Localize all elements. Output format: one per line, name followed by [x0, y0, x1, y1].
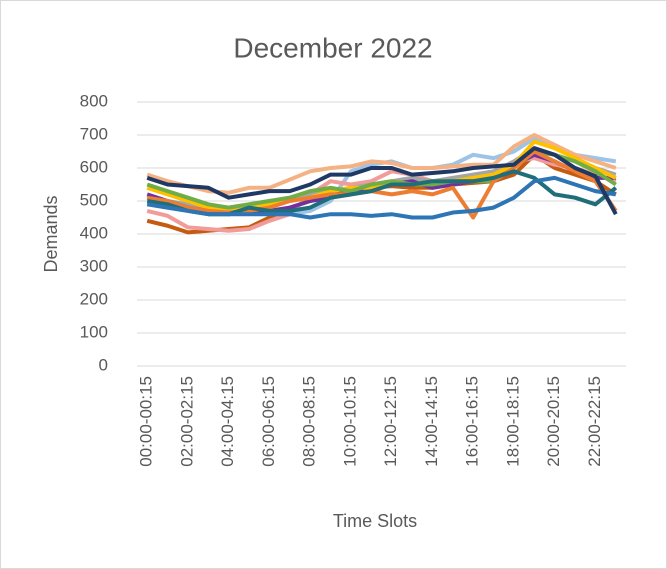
- y-tick-label: 300: [80, 256, 108, 275]
- x-tick-label: 02:00-02:15: [177, 376, 196, 467]
- x-tick-label: 18:00-18:15: [503, 376, 522, 467]
- x-tick-label: 04:00-04:15: [218, 376, 237, 467]
- x-tick-label: 10:00-10:15: [340, 376, 359, 467]
- x-tick-label: 22:00-22:15: [585, 376, 604, 467]
- chart-title: December 2022: [233, 32, 432, 63]
- y-tick-label: 200: [80, 289, 108, 308]
- x-tick-label: 00:00-00:15: [137, 376, 156, 467]
- y-tick-label: 600: [80, 157, 108, 176]
- y-axis-title: Demands: [41, 195, 61, 272]
- y-tick-label: 0: [99, 355, 108, 374]
- x-tick-label: 20:00-20:15: [544, 376, 563, 467]
- y-tick-label: 500: [80, 190, 108, 209]
- series-line: [146, 156, 617, 233]
- x-tick-label: 12:00-12:15: [381, 376, 400, 467]
- series-line: [146, 175, 617, 220]
- series-line: [146, 133, 617, 195]
- x-axis-title: Time Slots: [333, 511, 417, 531]
- y-tick-label: 100: [80, 322, 108, 341]
- x-tick-label: 08:00-08:15: [300, 376, 319, 467]
- series-line: [146, 146, 618, 216]
- y-tick-label: 700: [80, 124, 108, 143]
- x-tick-label: 16:00-16:15: [463, 376, 482, 467]
- x-tick-label: 06:00-06:15: [259, 376, 278, 467]
- x-tick-label: 14:00-14:15: [422, 376, 441, 467]
- y-tick-label: 800: [80, 91, 108, 110]
- y-tick-label: 400: [80, 223, 108, 242]
